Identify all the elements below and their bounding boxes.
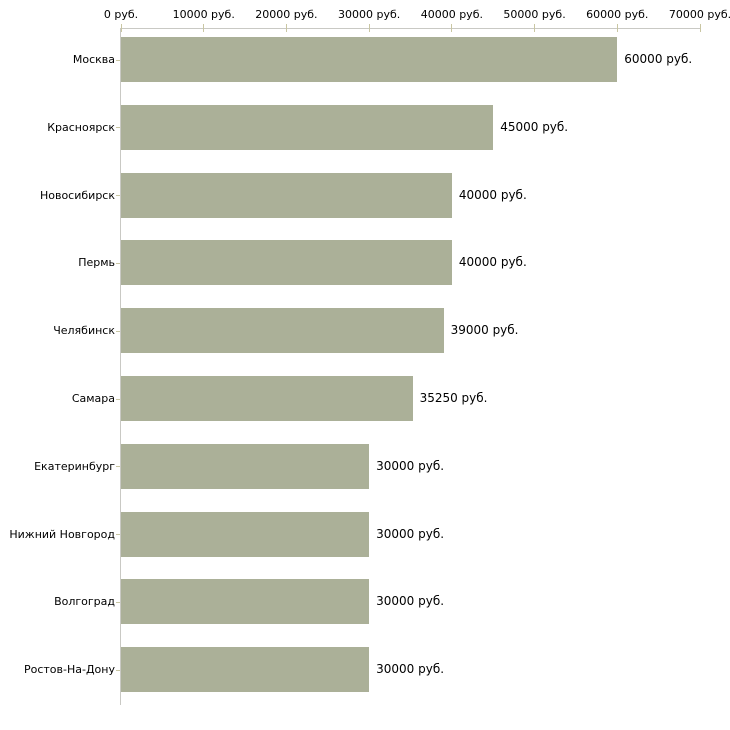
value-label: 60000 руб. xyxy=(624,52,693,66)
y-axis-tick xyxy=(116,601,120,603)
bar-5 xyxy=(121,308,444,354)
category-label: Пермь xyxy=(78,256,115,270)
x-axis-tick-label: 70000 руб. xyxy=(668,8,730,21)
category-label: Самара xyxy=(71,392,115,405)
bar-10 xyxy=(121,647,370,693)
bar-4 xyxy=(121,240,452,286)
y-axis-tick xyxy=(116,262,120,264)
bar-2 xyxy=(121,104,494,150)
y-axis-tick xyxy=(116,59,120,61)
x-axis-tick xyxy=(368,24,370,32)
x-axis-tick xyxy=(285,24,287,32)
value-label: 40000 руб. xyxy=(458,187,527,202)
category-label: Екатеринбург xyxy=(34,459,115,473)
category-label: Волгоград xyxy=(54,595,115,609)
x-axis-tick xyxy=(534,24,536,32)
x-axis-tick-label: 0 руб. xyxy=(103,8,139,21)
value-label: 39000 руб. xyxy=(450,323,519,338)
bar-1 xyxy=(121,37,618,82)
value-label: 30000 руб. xyxy=(376,662,445,677)
bar-3 xyxy=(121,172,452,218)
y-axis-tick xyxy=(116,466,120,468)
x-axis-tick xyxy=(203,24,205,32)
category-label: Красноярск xyxy=(47,120,115,134)
category-label: Ростов-На-Дону xyxy=(23,663,115,677)
x-axis-tick-label: 60000 руб. xyxy=(586,8,649,21)
plot-area: 0 руб. 10000 руб. 20000 руб. 30000 руб. 4000… xyxy=(9,8,730,705)
plot-inner: 0 руб. 10000 руб. 20000 руб. 30000 руб. 4000… xyxy=(9,8,730,705)
x-axis-tick-label: 50000 руб. xyxy=(503,8,566,21)
y-axis-tick xyxy=(116,669,120,671)
x-axis-tick-label: 10000 руб. xyxy=(172,8,235,21)
bar-9 xyxy=(121,579,370,625)
y-axis-tick xyxy=(116,195,120,197)
x-axis-tick xyxy=(616,24,618,32)
value-label: 30000 руб. xyxy=(376,458,445,473)
value-label: 35250 руб. xyxy=(419,391,488,405)
x-axis-tick xyxy=(451,24,453,32)
y-axis-tick xyxy=(116,534,120,536)
bar-6 xyxy=(121,376,413,421)
x-axis-tick-label: 20000 руб. xyxy=(255,8,318,21)
x-axis-tick xyxy=(120,24,122,32)
x-axis-tick-label: 40000 руб. xyxy=(420,8,483,21)
y-axis-tick xyxy=(116,330,120,332)
category-label: Челябинск xyxy=(53,324,115,338)
value-label: 45000 руб. xyxy=(500,119,569,134)
category-label: Нижний Новгород xyxy=(9,527,115,541)
y-axis-tick xyxy=(116,398,120,400)
category-label: Новосибирск xyxy=(39,188,115,202)
bar-8 xyxy=(121,511,370,557)
value-label: 40000 руб. xyxy=(458,255,527,270)
x-axis-tick-label: 30000 руб. xyxy=(338,8,401,21)
value-label: 30000 руб. xyxy=(376,526,445,541)
category-label: Москва xyxy=(72,53,115,66)
y-axis-tick xyxy=(116,127,120,129)
bar-7 xyxy=(121,443,370,489)
x-axis-tick xyxy=(699,24,701,32)
value-label: 30000 руб. xyxy=(376,594,445,609)
